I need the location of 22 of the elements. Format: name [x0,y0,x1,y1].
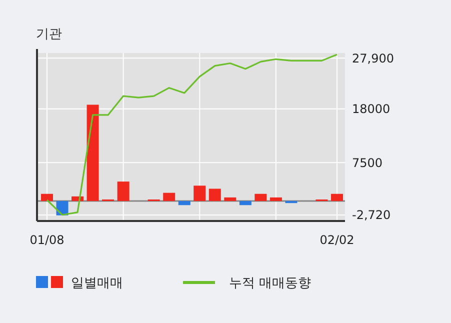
chart-title: 기관 [36,27,62,42]
bar [208,188,221,202]
bar [331,194,343,202]
x-tick-label: 01/08 [30,233,64,247]
bar [163,192,176,202]
y-tick-label: -2,720 [352,208,391,222]
legend-label: 일별매매 [71,276,123,291]
bar [224,197,236,202]
y-tick-label: 18000 [352,102,390,116]
line-series [46,54,338,216]
bar [117,182,130,202]
bar [178,201,190,206]
bar [254,194,267,202]
bar [270,197,282,202]
bar [239,201,252,206]
y-tick-label: 7500 [352,156,383,170]
y-tick-label: 27,900 [352,51,394,66]
bar [41,194,53,202]
x-tick-label: 02/02 [320,233,354,247]
bar [194,186,206,202]
legend-label: 누적 매매동향 [229,276,312,291]
bar [86,104,99,202]
